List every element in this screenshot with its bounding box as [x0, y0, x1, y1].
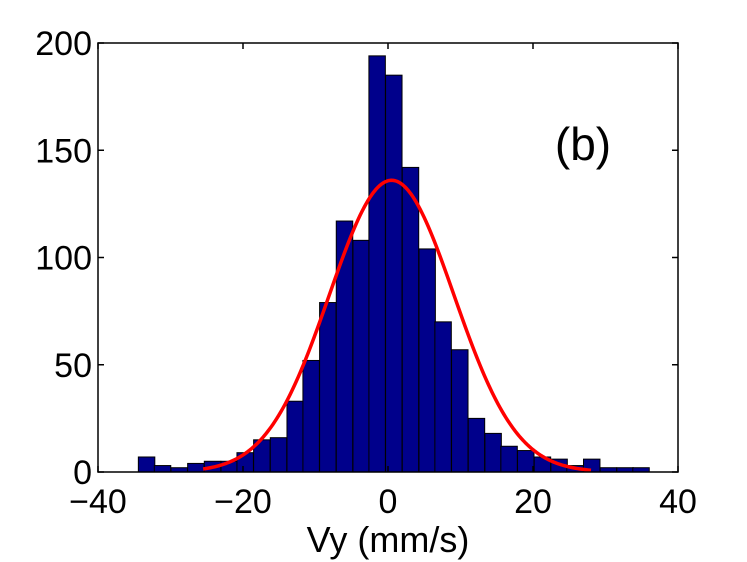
y-tick-labels: 0 50 100 150 200 [35, 25, 92, 492]
x-tick-label: −40 [69, 483, 127, 521]
histogram-bar [368, 55, 386, 473]
histogram-bar [434, 321, 452, 473]
panel-annotation: (b) [555, 118, 611, 170]
plot-frame [97, 42, 679, 473]
histogram-bar [484, 432, 502, 473]
histogram-bar [500, 445, 518, 473]
histogram-bar [153, 465, 172, 473]
y-tick-label: 100 [35, 240, 92, 278]
histogram-bar [137, 456, 156, 473]
gaussian-fit-line [202, 178, 592, 472]
y-tick-label: 0 [73, 454, 92, 492]
x-tick-label: 0 [379, 483, 398, 521]
x-tick-label: −20 [214, 483, 272, 521]
x-tick-label: 40 [659, 483, 697, 521]
histogram-bar [335, 220, 354, 473]
histogram-bar [319, 302, 337, 473]
y-tick-label: 150 [35, 132, 92, 170]
histogram-bar [187, 462, 205, 473]
histogram-bar [517, 450, 535, 473]
x-tick-labels: −40 −20 0 20 40 [69, 483, 697, 521]
histogram-bar [401, 166, 420, 473]
histogram-bar [269, 437, 288, 473]
x-tick-label: 20 [514, 483, 552, 521]
y-tick-label: 200 [35, 25, 92, 63]
histogram-bar [418, 248, 436, 473]
x-axis-label: Vy (mm/s) [307, 519, 470, 560]
histogram-bar [451, 349, 469, 473]
histogram-bar [302, 359, 320, 473]
histogram-bar [467, 417, 486, 473]
fit-layer [202, 178, 592, 472]
histogram-bar [385, 74, 403, 473]
histogram-bar [286, 400, 304, 473]
histogram-bar [352, 239, 370, 473]
y-tick-label: 50 [54, 347, 92, 385]
